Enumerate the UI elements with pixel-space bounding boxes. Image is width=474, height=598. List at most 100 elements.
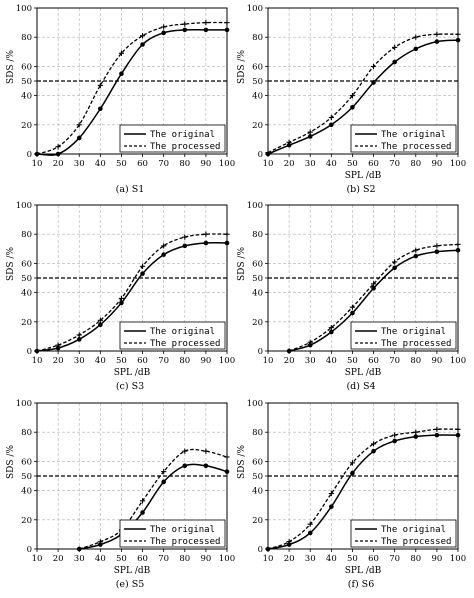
y-tick-label: 50	[21, 472, 32, 482]
x-tick-label: 70	[158, 554, 169, 564]
x-tick-label: 10	[32, 554, 43, 564]
x-tick-label: 100	[450, 356, 466, 366]
data-point-original	[413, 46, 419, 52]
legend: The original The processed	[119, 519, 226, 548]
legend-box	[350, 519, 457, 548]
y-tick-label: 40	[252, 487, 263, 497]
legend-label: The original	[150, 327, 215, 337]
y-tick-label: 0	[258, 150, 263, 160]
x-tick-label: 70	[389, 356, 400, 366]
x-tick-label: 70	[389, 159, 400, 169]
y-tick-label: 50	[252, 472, 263, 482]
y-tick-label: 60	[21, 62, 32, 72]
series-line-processed	[267, 33, 459, 154]
y-tick-label: 100	[16, 201, 32, 211]
x-axis-label: SPL /dB	[345, 171, 382, 181]
x-tick-label: 80	[179, 554, 190, 564]
x-tick-label: 60	[368, 159, 379, 169]
data-point-original	[350, 104, 355, 110]
series-line-processed	[288, 243, 459, 352]
x-tick-label: 10	[32, 159, 43, 169]
y-tick-label: 20	[21, 516, 32, 526]
x-tick-label: 90	[431, 356, 442, 366]
data-point-original	[203, 240, 209, 246]
x-tick-label: 100	[219, 159, 235, 169]
y-axis-label: SDS /%	[237, 50, 247, 84]
y-tick-label: 80	[252, 230, 263, 240]
data-point-original	[329, 329, 334, 335]
legend-label: The original	[150, 525, 215, 535]
y-tick-label: 60	[21, 457, 32, 467]
data-point-original	[371, 285, 376, 291]
data-point-original	[307, 134, 313, 139]
y-tick-label: 0	[27, 150, 32, 160]
x-tick-label: 30	[74, 554, 85, 564]
x-tick-label: 90	[200, 356, 211, 366]
panel-caption: (c) S3	[116, 381, 144, 392]
x-tick-label: 100	[219, 554, 235, 564]
y-tick-label: 20	[252, 121, 263, 131]
legend: The original The processed	[350, 124, 457, 153]
data-point-original	[182, 463, 188, 469]
legend: The original The processed	[350, 519, 457, 548]
data-point-original	[98, 542, 103, 547]
y-tick-label: 80	[252, 428, 263, 438]
x-tick-label: 90	[200, 554, 211, 564]
x-tick-label: 10	[263, 356, 274, 366]
y-tick-label: 0	[27, 545, 32, 555]
data-point-original	[371, 448, 376, 454]
series-line-processed	[36, 233, 228, 352]
legend-label: The original	[150, 130, 215, 140]
x-tick-label: 30	[74, 356, 85, 366]
x-tick-label: 20	[284, 159, 295, 169]
legend-label: The processed	[381, 537, 451, 547]
data-point-original	[55, 345, 61, 351]
series-line-original	[36, 28, 227, 156]
data-point-original	[98, 106, 103, 112]
y-tick-label: 60	[252, 457, 263, 467]
y-tick-label: 40	[21, 289, 32, 299]
data-point-original	[392, 438, 397, 444]
x-tick-label: 30	[305, 554, 316, 564]
panel-caption: (a) S1	[116, 184, 145, 195]
y-tick-label: 20	[21, 318, 32, 328]
data-point-original	[203, 27, 209, 33]
data-point-original	[371, 80, 376, 85]
chart-panel-4: 0 20 40 50 60 80 100 10 20 30 40 50 60 70 80 90 100 SDS /…	[237, 201, 466, 392]
data-point-original	[161, 30, 166, 36]
panel-caption: (f) S6	[348, 579, 375, 590]
chart-panel-2: 0 20 40 50 60 80 100 10 20 30 40 50 60 70 80 90 100 SDS /…	[237, 4, 466, 195]
data-point-original	[224, 27, 230, 33]
data-point-original	[434, 432, 440, 438]
x-tick-label: 50	[347, 159, 358, 169]
x-tick-label: 50	[347, 554, 358, 564]
legend-label: The original	[381, 327, 446, 337]
y-axis-label: SDS /%	[6, 247, 16, 281]
data-point-original	[455, 37, 461, 43]
data-point-original	[119, 71, 124, 76]
data-point-original	[413, 253, 419, 259]
y-tick-label: 100	[247, 399, 263, 409]
y-tick-label: 100	[247, 4, 263, 14]
x-tick-label: 80	[410, 554, 421, 564]
series-line-processed	[36, 21, 228, 155]
data-point-original	[350, 310, 355, 316]
data-point-original	[140, 271, 145, 276]
data-point-original	[161, 479, 166, 485]
data-point-original	[224, 240, 230, 246]
data-point-original	[307, 342, 313, 348]
y-tick-label: 40	[252, 289, 263, 299]
x-tick-label: 50	[116, 159, 127, 169]
legend: The original The processed	[119, 124, 226, 153]
data-point-original	[140, 42, 145, 47]
data-point-original	[455, 432, 461, 438]
y-tick-label: 60	[21, 259, 32, 269]
y-tick-label: 20	[252, 516, 263, 526]
data-point-original	[413, 434, 419, 439]
x-tick-label: 40	[95, 159, 106, 169]
y-tick-label: 60	[252, 62, 263, 72]
data-point-original	[455, 247, 461, 253]
chart-panel-5: 0 20 40 50 60 80 100 10 20 30 40 50 60 70 80 90 100 SDS /…	[6, 399, 235, 590]
x-tick-label: 10	[263, 554, 274, 564]
legend-label: The processed	[381, 142, 451, 152]
